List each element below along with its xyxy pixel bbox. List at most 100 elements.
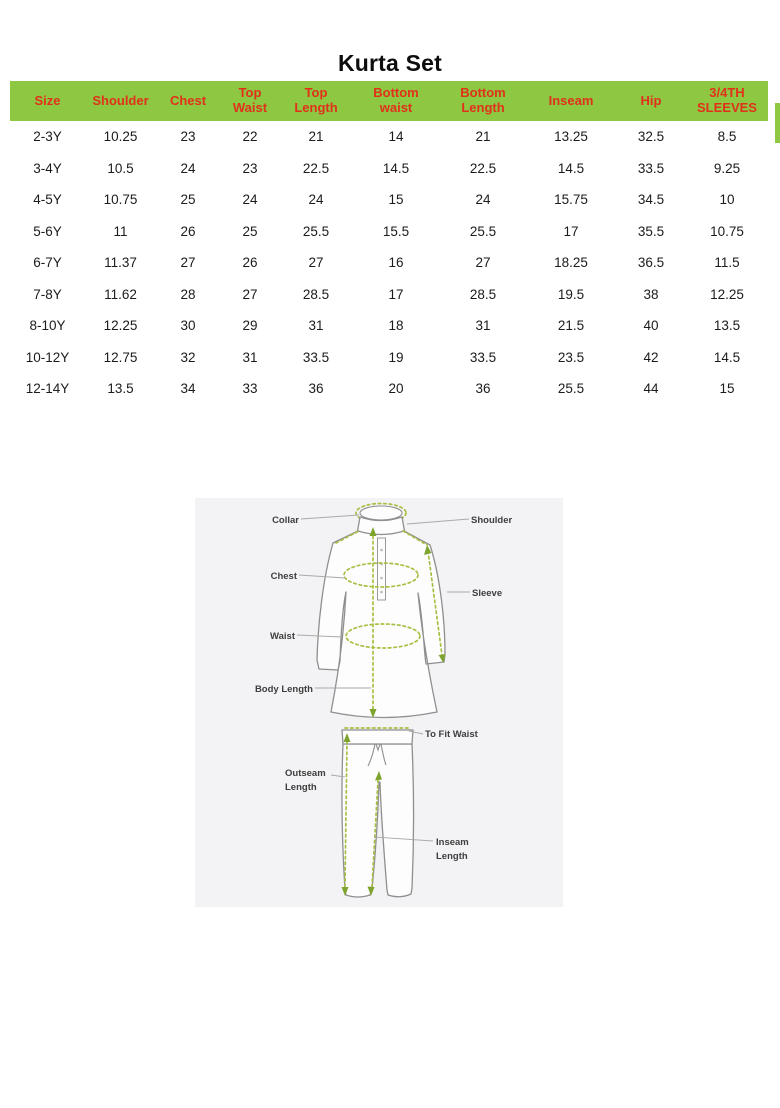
outseam-length-label-line1: Outseam [285,768,326,779]
column-header-hip: Hip [616,81,686,121]
value-cell: 33.5 [469,349,497,365]
value-cell: 11.62 [104,286,137,302]
inseam-length-label-line1: Inseam [436,837,469,848]
value-cell: 34.5 [637,192,665,208]
value-cell: 22.5 [469,160,497,176]
chest-measure-dotted [343,562,419,588]
value-cell: 15.75 [554,192,588,208]
table-body: 2-3Y 10.25 23 22 21 14 21 13.25 32.5 8.5 3-4Y 10.5 2… [10,121,768,405]
size-cell: 12-14Y [25,381,70,397]
value-cell: 27 [180,255,196,271]
value-cell: 25 [242,223,258,239]
value-cell: 15 [719,381,735,397]
value-cell: 14.5 [557,160,585,176]
value-cell: 25.5 [469,223,497,239]
value-cell: 10 [719,192,735,208]
table-row: 7-8Y 11.62 28 27 28.5 17 28.5 19.5 38 12.25 [10,279,768,311]
value-cell: 10.5 [107,160,134,176]
column-header-bottom-waist: Bottom waist [352,81,440,121]
value-cell: 10.75 [710,223,744,239]
value-cell: 15.5 [382,223,410,239]
value-cell: 19 [388,349,404,365]
size-cell: 4-5Y [33,192,62,208]
table-row: 12-14Y 13.5 34 33 36 20 36 25.5 44 15 [10,373,768,405]
value-cell: 9.25 [713,160,741,176]
outseam-dotted [344,740,348,887]
value-cell: 13.5 [107,381,134,397]
pants-waistband [341,729,414,745]
value-cell: 11.5 [714,255,740,271]
value-cell: 40 [643,318,659,334]
value-cell: 8.5 [717,129,737,145]
inseam-arrow-up [375,771,382,781]
shoulder-pointer-line [406,518,470,525]
shoulder-label: Shoulder [471,515,512,526]
value-cell: 23 [242,160,258,176]
value-cell: 25 [180,192,196,208]
size-cell: 2-3Y [33,129,62,145]
value-cell: 18.25 [554,255,588,271]
inseam-pointer-line [373,836,434,842]
table-row: 5-6Y 11 26 25 25.5 15.5 25.5 17 35.5 10.75 [10,216,768,248]
column-header-chest: Chest [156,81,220,121]
value-cell: 15 [388,192,404,208]
value-cell: 10.75 [103,192,138,208]
value-cell: 13.25 [554,129,588,145]
value-cell: 28 [180,286,196,302]
measurement-diagram-panel: Collar Shoulder Chest Sleeve Waist Body … [195,498,563,907]
value-cell: 34 [180,381,196,397]
value-cell: 25.5 [302,223,330,239]
page-title: Kurta Set [337,50,443,76]
value-cell: 38 [643,286,659,302]
value-cell: 24 [475,192,491,208]
inseam-dotted [371,779,379,887]
value-cell: 36 [308,381,324,397]
value-cell: 28.5 [302,286,330,302]
value-cell: 17 [563,223,579,239]
size-cell: 10-12Y [25,349,70,365]
chest-pointer-line [298,574,346,579]
table-row: 2-3Y 10.25 23 22 21 14 21 13.25 32.5 8.5 [10,121,768,153]
to-fit-waist-pointer-line [408,730,424,735]
value-cell: 33 [242,381,258,397]
column-header-top-length: Top Length [280,81,352,121]
table-row: 8-10Y 12.25 30 29 31 18 31 21.5 40 13.5 [10,310,768,342]
column-header-size: Size [10,81,85,121]
value-cell: 14 [388,129,404,145]
column-header-bottom-length: Bottom Length [440,81,526,121]
waist-label: Waist [270,631,296,642]
value-cell: 21.5 [557,318,585,334]
column-header-3-4th-sleeves: 3/4TH SLEEVES [686,81,768,121]
value-cell: 33.5 [637,160,665,176]
pants-legs [341,743,415,898]
value-cell: 12.25 [710,286,744,302]
value-cell: 31 [242,349,258,365]
size-chart-table: Size Shoulder Chest Top Waist Top Length Bott… [10,81,768,405]
shoulder-right-dotted [402,530,428,546]
table-row: 6-7Y 11.37 27 26 27 16 27 18.25 36.5 11.5 [10,247,768,279]
value-cell: 12.75 [103,349,138,365]
drawstring [367,743,387,767]
value-cell: 24 [180,160,196,176]
outseam-arrow-down [341,887,349,896]
collar-opening [359,505,403,521]
value-cell: 22.5 [302,160,330,176]
value-cell: 32.5 [637,129,665,145]
size-cell: 5-6Y [33,223,62,239]
kurta-measurement-diagram: Collar Shoulder Chest Sleeve Waist Body … [255,502,512,898]
body-length-arrow-down [369,709,377,718]
value-cell: 25.5 [557,381,585,397]
value-cell: 22 [242,129,258,145]
value-cell: 13.5 [713,318,741,334]
body-length-label: Body Length [255,684,313,695]
value-cell: 26 [242,255,258,271]
value-cell: 26 [180,223,196,239]
table-row: 10-12Y 12.75 32 31 33.5 19 33.5 23.5 42 14.5 [10,342,768,374]
sleeve-label: Sleeve [472,588,502,599]
value-cell: 27 [475,255,491,271]
column-header-top-waist: Top Waist [220,81,280,121]
sleeve-length-dotted [427,550,443,656]
to-fit-waist-label: To Fit Waist [425,729,479,740]
shoulder-left-dotted [335,530,360,544]
sleeve-arrow-down [438,654,446,663]
